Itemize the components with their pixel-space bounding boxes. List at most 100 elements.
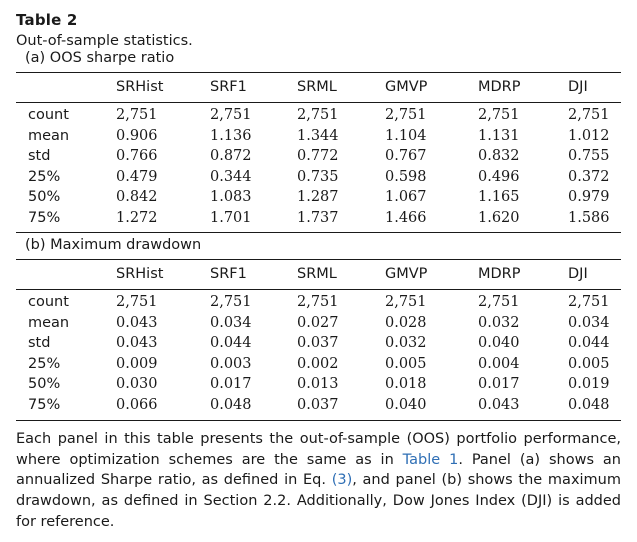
table-cell: 0.034 <box>210 314 252 331</box>
column-header: SRF1 <box>210 266 247 282</box>
table-cell: 0.037 <box>297 335 339 351</box>
panel-b-bottom-rule <box>16 420 621 421</box>
table-cell: 2,751 <box>210 107 252 123</box>
row-label: std <box>28 148 51 164</box>
table-row: 50% 0.030 0.017 0.013 0.018 0.017 0.019 <box>0 376 637 396</box>
table-cell: 0.013 <box>297 376 339 392</box>
row-label: count <box>28 107 69 123</box>
row-label: 75% <box>28 209 61 226</box>
table-row: mean 0.043 0.034 0.027 0.028 0.032 0.034 <box>0 315 637 335</box>
column-header: SRF1 <box>210 79 247 95</box>
footnote-text: , and panel (b) shows the maximum drawdo… <box>16 472 621 530</box>
table-cell: 2,751 <box>568 294 610 310</box>
table-row: count 2,751 2,751 2,751 2,751 2,751 2,751 <box>0 107 637 127</box>
table-cell: 0.048 <box>568 396 610 413</box>
panel-a-label: (a) OOS sharpe ratio <box>25 50 175 66</box>
table-cell: 1.737 <box>297 209 339 226</box>
table-cell: 2,751 <box>568 107 610 123</box>
table-cell: 0.479 <box>116 168 158 185</box>
table-cell: 2,751 <box>385 107 427 123</box>
table-cell: 1.701 <box>210 209 252 226</box>
column-header: SRML <box>297 266 337 282</box>
row-label: 50% <box>28 376 61 392</box>
table-row: std 0.043 0.044 0.037 0.032 0.040 0.044 <box>0 335 637 355</box>
table-cell: 0.040 <box>478 335 520 351</box>
row-label: 75% <box>28 396 61 413</box>
row-label: 50% <box>28 189 61 205</box>
table-cell: 0.496 <box>478 168 520 185</box>
table-cell: 0.002 <box>297 355 339 372</box>
panel-a-bottom-rule <box>16 232 621 233</box>
panel-b-label: (b) Maximum drawdown <box>25 237 202 253</box>
table-cell: 1.083 <box>210 189 252 205</box>
table-cell: 2,751 <box>385 294 427 310</box>
table-caption: Out-of-sample statistics. <box>16 33 193 49</box>
column-header: SRML <box>297 79 337 95</box>
table-cell: 0.906 <box>116 127 158 144</box>
table-cell: 0.003 <box>210 355 252 372</box>
table-footnote: Each panel in this table presents the ou… <box>16 429 621 533</box>
row-label: std <box>28 335 51 351</box>
table-row: 50% 0.842 1.083 1.287 1.067 1.165 0.979 <box>0 189 637 209</box>
table-cell: 0.028 <box>385 314 427 331</box>
table-cell: 1.067 <box>385 189 427 205</box>
column-header: SRHist <box>116 79 164 95</box>
panel-a-top-rule <box>16 72 621 73</box>
table-cell: 2,751 <box>478 294 520 310</box>
panel-a-header-row: SRHist SRF1 SRML GMVP MDRP DJI <box>0 79 637 99</box>
table-cell: 1.104 <box>385 127 427 144</box>
table-cell: 0.772 <box>297 148 339 164</box>
table-cell: 1.586 <box>568 209 610 226</box>
table-cell: 0.044 <box>210 335 252 351</box>
table-cell: 0.598 <box>385 168 427 185</box>
table-row: 75% 0.066 0.048 0.037 0.040 0.043 0.048 <box>0 397 637 417</box>
table-1-link[interactable]: Table 1 <box>402 451 459 468</box>
table-row: 75% 1.272 1.701 1.737 1.466 1.620 1.586 <box>0 210 637 230</box>
table-cell: 0.037 <box>297 396 339 413</box>
column-header: MDRP <box>478 79 521 95</box>
table-cell: 1.165 <box>478 189 520 205</box>
table-cell: 0.767 <box>385 148 427 164</box>
table-cell: 0.009 <box>116 355 158 372</box>
table-cell: 1.620 <box>478 209 520 226</box>
table-cell: 0.066 <box>116 396 158 413</box>
table-cell: 0.018 <box>385 376 427 392</box>
row-label: mean <box>28 127 70 144</box>
table-cell: 0.019 <box>568 376 610 392</box>
table-cell: 0.043 <box>478 396 520 413</box>
column-header: GMVP <box>385 79 428 95</box>
column-header: MDRP <box>478 266 521 282</box>
table-row: mean 0.906 1.136 1.344 1.104 1.131 1.012 <box>0 128 637 148</box>
table-cell: 0.842 <box>116 189 158 205</box>
column-header: SRHist <box>116 266 164 282</box>
table-cell: 1.012 <box>568 127 610 144</box>
table-cell: 0.032 <box>385 335 427 351</box>
table-cell: 0.043 <box>116 314 158 331</box>
table-cell: 0.832 <box>478 148 520 164</box>
equation-3-link[interactable]: (3) <box>331 472 353 489</box>
table-cell: 0.040 <box>385 396 427 413</box>
footnote-text: . Panel (a) shows an annualized Sharpe r… <box>16 451 621 489</box>
table-row: std 0.766 0.872 0.772 0.767 0.832 0.755 <box>0 148 637 168</box>
table-cell: 0.372 <box>568 168 610 185</box>
table-cell: 0.043 <box>116 335 158 351</box>
table-cell: 2,751 <box>478 107 520 123</box>
panel-b-header-row: SRHist SRF1 SRML GMVP MDRP DJI <box>0 266 637 286</box>
footnote-text: Each panel in this table presents the ou… <box>16 431 621 468</box>
table-cell: 0.766 <box>116 148 158 164</box>
row-label: count <box>28 294 69 310</box>
table-cell: 1.136 <box>210 127 252 144</box>
row-label: mean <box>28 314 70 331</box>
table-cell: 1.344 <box>297 127 339 144</box>
table-row: 25% 0.009 0.003 0.002 0.005 0.004 0.005 <box>0 356 637 376</box>
table-cell: 0.755 <box>568 148 610 164</box>
row-label: 25% <box>28 355 61 372</box>
panel-a-header-rule <box>16 102 621 103</box>
table-cell: 0.017 <box>210 376 252 392</box>
table-title: Table 2 <box>16 11 78 29</box>
table-cell: 2,751 <box>116 107 158 123</box>
row-label: 25% <box>28 168 61 185</box>
column-header: DJI <box>568 79 588 95</box>
table-cell: 0.344 <box>210 168 252 185</box>
table-cell: 0.030 <box>116 376 158 392</box>
